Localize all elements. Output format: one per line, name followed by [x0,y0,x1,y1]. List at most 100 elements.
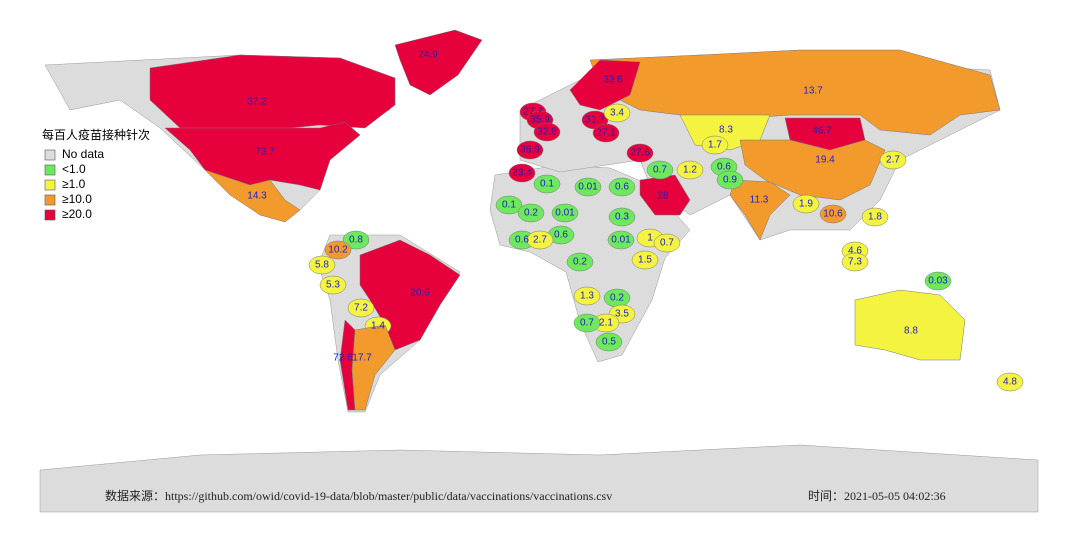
legend-swatch [44,164,56,176]
source-note: 数据来源：https://github.com/owid/covid-19-da… [105,488,612,503]
value-label: 1.8 [868,212,882,223]
region [347,298,375,318]
value-label: 28 [657,191,669,202]
value-label: 5.3 [326,280,340,291]
value-label: 72.6 [333,353,353,364]
region [566,252,594,272]
region [861,207,889,227]
value-label: 0.6 [554,230,568,241]
region [595,332,623,352]
value-label: 11.3 [750,195,769,206]
antarctica [39,444,1039,513]
value-label: 8.3 [719,125,733,136]
value-label: 8.8 [904,326,918,337]
region [592,123,620,143]
value-label: 33.6 [603,75,623,86]
value-label: 1.4 [371,321,385,332]
region [517,203,545,223]
value-label: 27.6 [630,148,650,159]
region [342,230,370,250]
region [573,313,601,333]
legend-label: ≥10.0 [62,192,92,206]
legend-label: <1.0 [62,162,86,176]
value-label: 5.8 [315,260,329,271]
regions [149,29,1024,411]
value-label: 10.2 [328,245,348,256]
region [607,230,635,250]
value-labels: 24.937.273.714.30.810.25.85.320.67.21.47… [247,50,1017,388]
value-label: 3.5 [615,309,629,320]
value-label: 0.2 [610,293,624,304]
value-label: 0.01 [555,208,575,219]
region [149,54,396,129]
region [646,160,674,180]
region [574,177,602,197]
region [533,122,561,142]
region [319,275,347,295]
value-label: 0.3 [615,212,629,223]
value-label: 0.7 [653,165,667,176]
legend-items: No data<1.0≥1.0≥10.0≥20.0 [44,147,104,221]
legend-label: ≥20.0 [62,207,92,221]
region [324,240,352,260]
region [653,233,681,253]
legend-swatch [44,209,56,221]
region [631,250,659,270]
timestamp: 时间：2021-05-05 04:02:36 [808,489,946,503]
value-label: 1.5 [638,255,652,266]
region [516,140,544,160]
region [716,170,744,190]
region [996,372,1024,392]
legend-swatch [44,149,56,161]
legend-title: 每百人疫苗接种针次 [42,127,150,142]
region [924,271,952,291]
region [495,195,523,215]
region [792,194,820,214]
value-label: 0.01 [578,182,598,193]
region [589,49,1001,136]
region [739,139,886,201]
region [551,203,579,223]
value-label: 0.6 [717,162,731,173]
legend-label: ≥1.0 [62,177,86,191]
value-label: 35.9 [530,115,550,126]
region [573,286,601,306]
region [841,252,869,272]
legend-swatch [44,179,56,191]
region [351,324,396,411]
value-label: 7.2 [354,303,368,314]
legend-label: No data [62,147,104,161]
value-label: 7.3 [848,257,862,268]
value-label: 0.7 [580,318,594,329]
region [854,289,966,361]
value-label: 1 [647,233,653,244]
value-label: 17.7 [352,353,372,364]
value-label: 27.7 [523,107,543,118]
legend-swatch [44,194,56,206]
value-label: 0.6 [615,182,629,193]
value-label: 24.9 [418,50,438,61]
region [608,177,636,197]
value-label: 10.6 [823,209,843,220]
value-label: 19.4 [815,155,835,166]
region [569,59,641,111]
value-label: 0.8 [349,235,363,246]
value-label: 46.7 [812,126,832,137]
region [164,121,361,191]
value-label: 0.6 [515,235,529,246]
value-label: 0.9 [723,175,737,186]
region [204,169,301,223]
value-label: 1.2 [683,165,697,176]
value-label: 14.3 [247,191,267,202]
region [819,204,847,224]
value-label: 32.8 [537,127,557,138]
value-label: 31.7 [585,115,605,126]
value-label: 37.2 [247,97,267,108]
value-label: 0.7 [660,238,674,249]
region [701,135,729,155]
value-label: 2.1 [599,318,613,329]
region [394,29,483,96]
region [603,103,631,123]
value-label: 23.4 [512,168,532,179]
